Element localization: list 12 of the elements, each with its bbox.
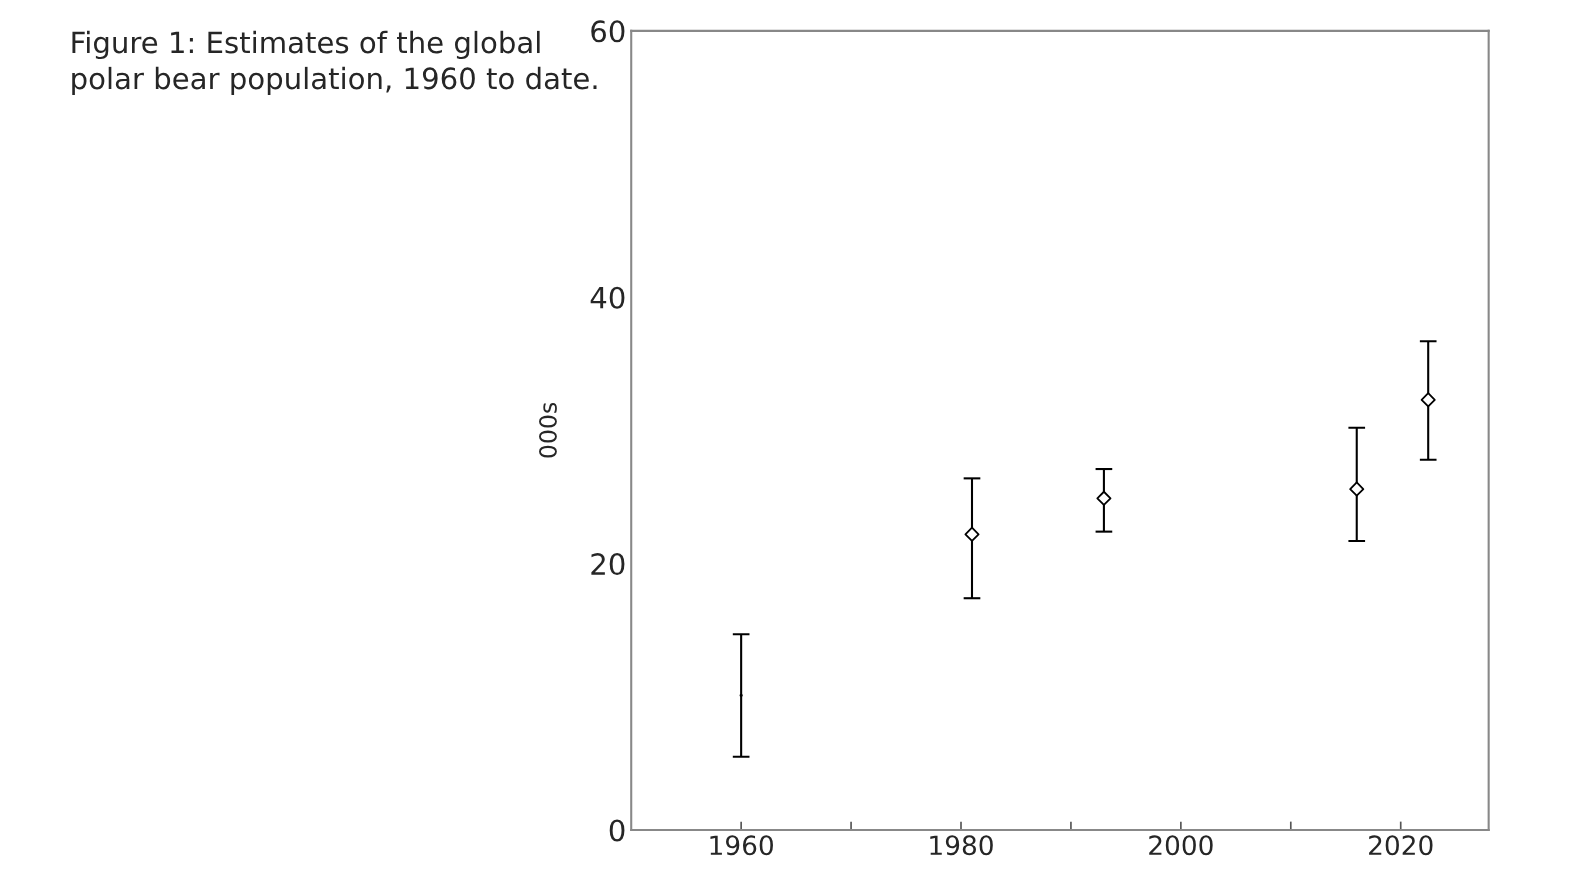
point: [1096, 490, 1112, 506]
x-tick-label: 1960: [710, 835, 773, 856]
point: [1349, 481, 1365, 497]
y-axis-title: 000s: [539, 402, 557, 458]
point: [1420, 392, 1436, 408]
x-tick-label: 2020: [1369, 835, 1433, 856]
x-tick-label: 1980: [930, 835, 993, 856]
point: [964, 526, 980, 542]
y-tick-label: 0: [609, 819, 625, 842]
x-tick-label: 2000: [1149, 835, 1213, 856]
y-tick-label: 20: [591, 553, 625, 576]
y-tick-label: 40: [590, 286, 625, 309]
